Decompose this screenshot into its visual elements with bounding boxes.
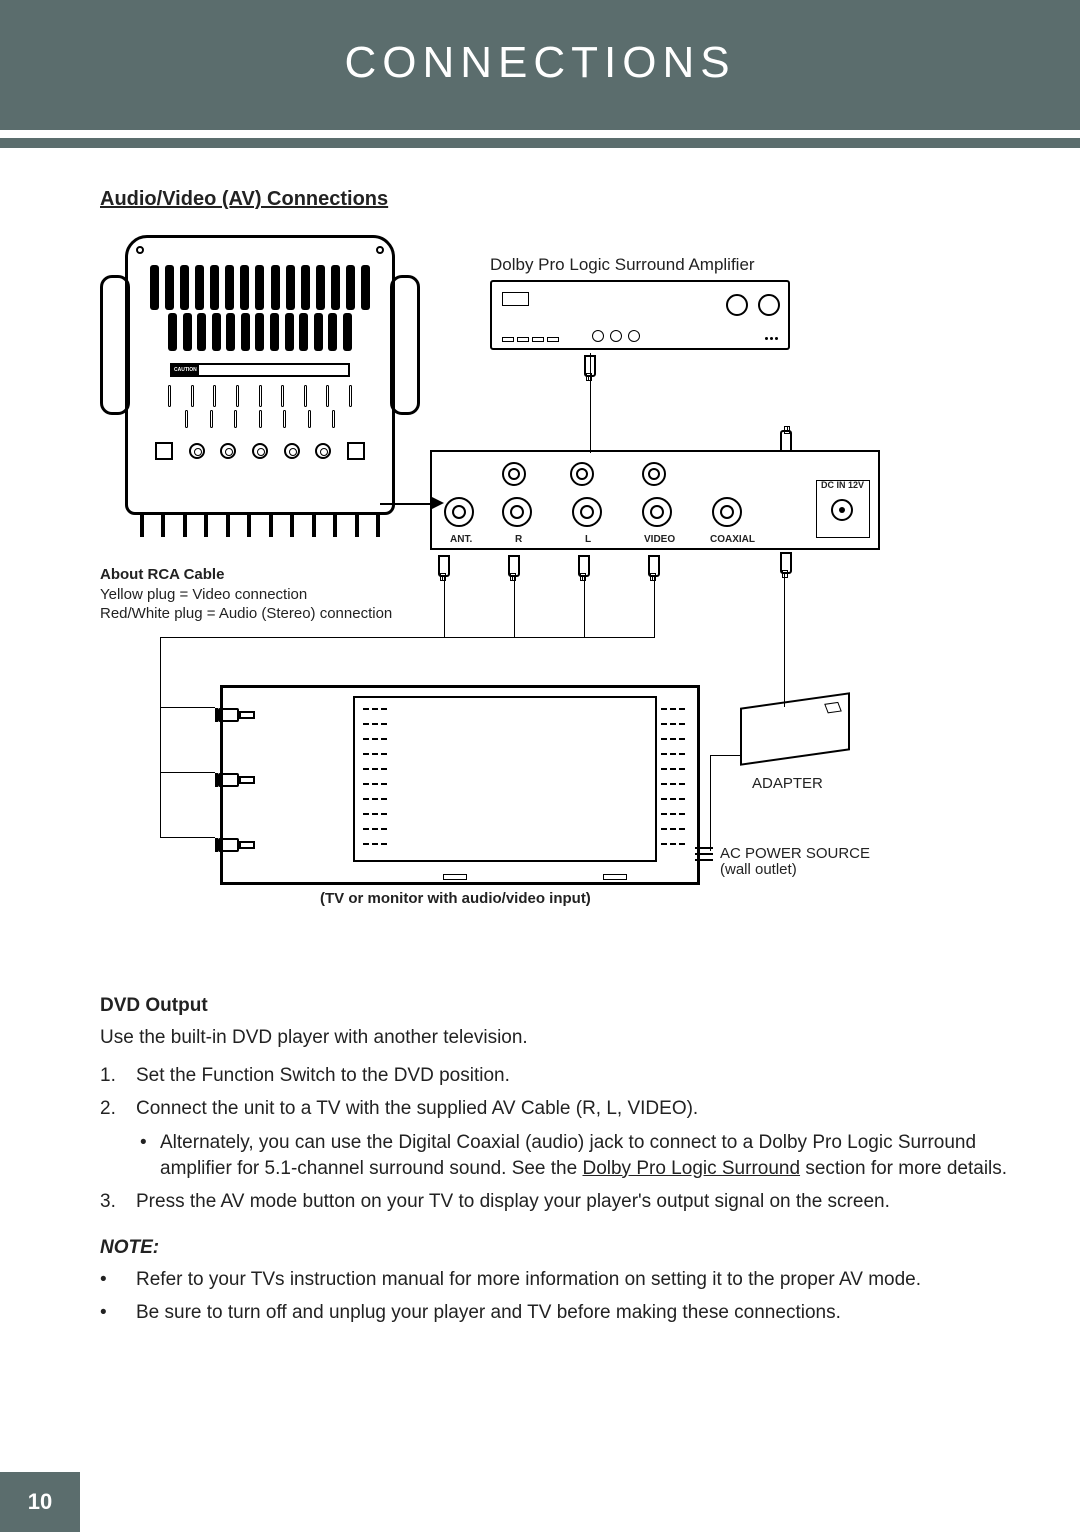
jack-label-video: VIDEO: [644, 534, 675, 545]
note-item: •Refer to your TVs instruction manual fo…: [100, 1267, 1010, 1293]
note-item: •Be sure to turn off and unplug your pla…: [100, 1300, 1010, 1326]
power-source-label: AC POWER SOURCE (wall outlet): [720, 846, 870, 878]
rca-plug-icon: [217, 708, 255, 722]
rca-title: About RCA Cable: [100, 565, 392, 585]
list-item: 3.Press the AV mode button on your TV to…: [100, 1189, 1010, 1215]
section-title: Audio/Video (AV) Connections: [100, 188, 1010, 211]
dc-in-box: DC IN 12V: [816, 480, 870, 538]
content: Audio/Video (AV) Connections Dolby Pro L…: [0, 148, 1080, 1326]
page-number: 10: [0, 1472, 80, 1532]
tv-monitor: [220, 685, 700, 885]
jack-label-ant: ANT.: [450, 534, 472, 545]
list-sub-item: • Alternately, you can use the Digital C…: [140, 1130, 1010, 1181]
cable-line: [444, 577, 445, 637]
cable-line: [710, 755, 740, 756]
plug-icon: [648, 555, 660, 577]
dvd-intro: Use the built-in DVD player with another…: [100, 1025, 1010, 1051]
cable-line: [710, 755, 711, 851]
rca-line2: Red/White plug = Audio (Stereo) connecti…: [100, 604, 392, 624]
jack-label-l: L: [585, 534, 591, 545]
plug-icon: [780, 430, 792, 452]
dc-label: DC IN 12V: [821, 480, 864, 490]
cable-line: [784, 577, 785, 707]
cable-line: [160, 772, 215, 773]
cable-line: [160, 837, 215, 838]
rca-line1: Yellow plug = Video connection: [100, 585, 392, 605]
jack-label-r: R: [515, 534, 522, 545]
amplifier-label: Dolby Pro Logic Surround Amplifier: [490, 255, 755, 275]
rca-cable-info: About RCA Cable Yellow plug = Video conn…: [100, 565, 392, 624]
rca-plug-icon: [217, 773, 255, 787]
page-title: CONNECTIONS: [0, 0, 1080, 88]
plug-icon: [780, 552, 792, 574]
caution-label: CAUTION: [170, 363, 350, 377]
tv-monitor-caption: (TV or monitor with audio/video input): [320, 890, 591, 907]
connections-diagram: Dolby Pro Logic Surround Amplifier CAUTI…: [100, 235, 980, 975]
jack-label-coaxial: COAXIAL: [710, 534, 755, 545]
cable-line: [514, 577, 515, 637]
plug-icon: [508, 555, 520, 577]
cable-line: [160, 677, 161, 837]
list-item: 1.Set the Function Switch to the DVD pos…: [100, 1063, 1010, 1089]
portable-dvd-unit: CAUTION: [100, 235, 420, 545]
header-bar: CONNECTIONS: [0, 0, 1080, 130]
back-panel: ANT. R L VIDEO COAXIAL DC IN 12V: [430, 450, 880, 550]
cable-line: [160, 637, 161, 677]
cable-line: [160, 637, 655, 638]
header-accent: [0, 138, 1080, 148]
note-title: NOTE:: [100, 1237, 1010, 1259]
cable-line: [160, 707, 215, 708]
outlet-icon: [695, 847, 717, 861]
list-item: 2.Connect the unit to a TV with the supp…: [100, 1096, 1010, 1122]
plug-icon: [578, 555, 590, 577]
instruction-list: 1.Set the Function Switch to the DVD pos…: [100, 1063, 1010, 1215]
adapter-label: ADAPTER: [752, 775, 823, 792]
plug-icon: [438, 555, 450, 577]
rca-plug-icon: [217, 838, 255, 852]
power-adapter: ADAPTER: [740, 700, 850, 758]
dvd-output-title: DVD Output: [100, 995, 1010, 1017]
plug-icon: [584, 355, 596, 377]
cable-line: [584, 577, 585, 637]
amplifier-unit: [490, 280, 790, 350]
cable-line: [654, 577, 655, 637]
